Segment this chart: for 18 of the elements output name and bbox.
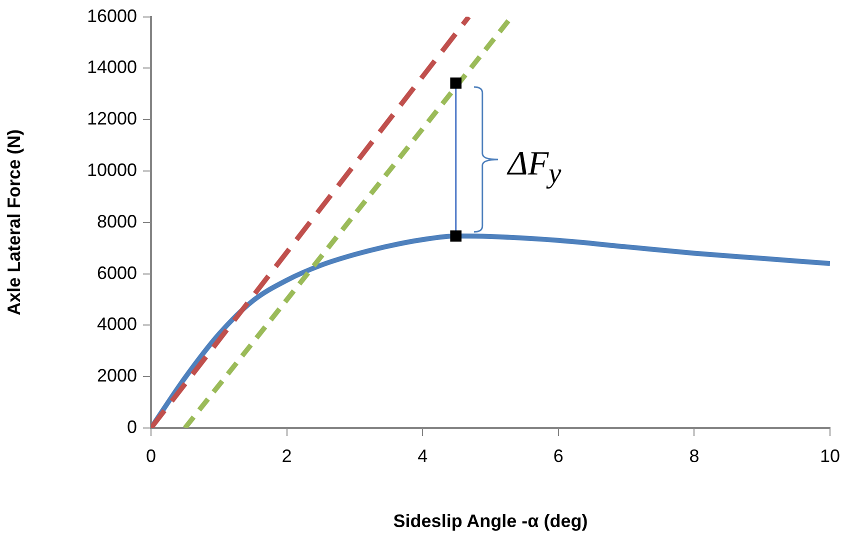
y-tick-label: 6000 [96,262,137,283]
y-tick-label: 2000 [96,366,137,386]
annotation: ΔF$_{y}$ [508,145,562,190]
y-tick-label: 0 [126,416,137,437]
y-tick-label: 12000 [86,108,137,129]
y-tick-label: 8000 [96,211,137,232]
x-tick-label: 6 [553,446,564,466]
x-tick-label: 10 [820,446,840,466]
y-tick-label: 4000 [96,314,137,334]
y-tick-label: 14000 [86,57,137,78]
y-tick-label: 16000 [86,6,137,26]
x-tick-label: 0 [146,446,156,466]
x-tick-label: 8 [689,446,700,466]
x-axis-title: Sideslip Angle -α (deg) [393,511,588,532]
y-axis-title: Axle Lateral Force (N) [4,129,24,316]
y-tick-label: 10000 [86,160,137,180]
x-tick-label: 2 [282,446,292,466]
x-tick-label: 4 [418,446,428,466]
